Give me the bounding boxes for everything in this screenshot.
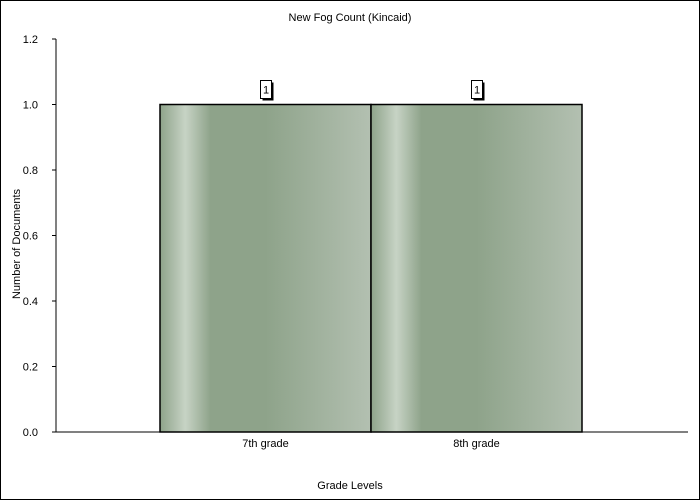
bar-8th-grade — [370, 103, 583, 433]
data-label: 1 — [263, 85, 269, 97]
y-tick-label: 0.8 — [23, 165, 38, 177]
x-axis-label: Grade Levels — [317, 480, 383, 492]
y-tick-label: 1.2 — [23, 34, 38, 46]
data-label: 1 — [474, 85, 480, 97]
data-label-box — [260, 80, 272, 99]
y-tick-label: 0.2 — [23, 362, 38, 374]
chart-title: New Fog Count (Kincaid) — [289, 12, 412, 24]
y-tick-label: 1.0 — [23, 100, 38, 112]
x-tick-label: 7th grade — [242, 438, 288, 450]
x-tick-label: 8th grade — [453, 438, 499, 450]
y-tick-label: 0.6 — [23, 231, 38, 243]
y-tick-label: 0.0 — [23, 427, 38, 439]
y-axis-label: Number of Documents — [11, 188, 23, 299]
y-tick-label: 0.4 — [23, 296, 38, 308]
bar-7th-grade — [159, 103, 372, 433]
data-label-box — [471, 80, 483, 99]
